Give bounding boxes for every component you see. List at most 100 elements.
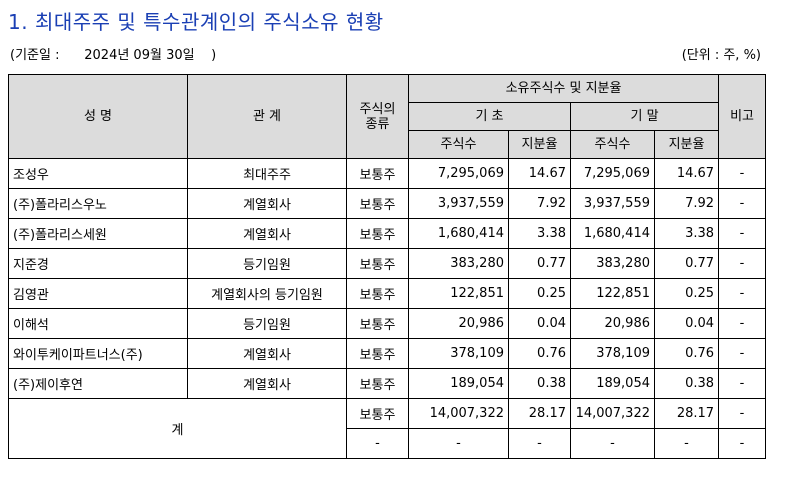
cell-note: - <box>718 218 767 249</box>
header-end-shares: 주식수 <box>570 130 655 159</box>
header-begin-ratio: 지분율 <box>508 130 571 159</box>
cell-begin-shares: 20,986 <box>408 308 509 339</box>
cell-end-ratio: 0.76 <box>653 338 720 369</box>
cell-type: 보통주 <box>346 368 409 399</box>
cell-name: (주)폴라리스우노 <box>8 188 188 219</box>
cell-begin-shares: 383,280 <box>408 248 509 279</box>
table-row: (주)폴라리스세원 계열회사 보통주 1,680,414 3.38 1,680,… <box>8 218 767 249</box>
cell-end-shares: 383,280 <box>570 248 655 279</box>
unit-label: (단위 : 주, %) <box>681 48 761 63</box>
cell-name: 지준경 <box>8 248 188 279</box>
cell-begin-shares: 378,109 <box>408 338 509 369</box>
cell-relation: 등기임원 <box>187 248 347 279</box>
cell-begin-ratio: 0.38 <box>508 368 571 399</box>
total-end-ratio: 28.17 <box>653 398 720 429</box>
cell-relation: 계열회사 <box>187 188 347 219</box>
cell-type: 보통주 <box>346 248 409 279</box>
cell-end-ratio: 0.77 <box>653 248 720 279</box>
cell-begin-ratio: 0.77 <box>508 248 571 279</box>
cell-type: 보통주 <box>346 338 409 369</box>
cell-type: 보통주 <box>346 188 409 219</box>
cell-name: (주)폴라리스세원 <box>8 218 188 249</box>
total-end-shares: - <box>570 428 655 459</box>
cell-relation: 계열회사 <box>187 338 347 369</box>
shareholding-table: 성 명 관 계 주식의 종류 소유주식수 및 지분율 비고 기 초 기 말 주식… <box>8 74 767 459</box>
cell-name: 이해석 <box>8 308 188 339</box>
cell-note: - <box>718 248 767 279</box>
total-begin-shares: - <box>408 428 509 459</box>
cell-relation: 최대주주 <box>187 158 347 189</box>
cell-relation: 등기임원 <box>187 308 347 339</box>
cell-note: - <box>718 368 767 399</box>
cell-end-shares: 1,680,414 <box>570 218 655 249</box>
cell-begin-ratio: 14.67 <box>508 158 571 189</box>
cell-relation: 계열회사 <box>187 218 347 249</box>
cell-name: (주)제이후연 <box>8 368 188 399</box>
cell-relation: 계열회사의 등기임원 <box>187 278 347 309</box>
basis-date: (기준일 : 2024년 09월 30일 ) <box>10 48 217 63</box>
cell-begin-shares: 189,054 <box>408 368 509 399</box>
cell-type: 보통주 <box>346 308 409 339</box>
cell-type: 보통주 <box>346 218 409 249</box>
total-row: - - - - - - <box>9 428 767 459</box>
table-row: 와이투케이파트너스(주) 계열회사 보통주 378,109 0.76 378,1… <box>8 338 767 369</box>
table-row: 이해석 등기임원 보통주 20,986 0.04 20,986 0.04 - <box>8 308 767 339</box>
cell-end-shares: 20,986 <box>570 308 655 339</box>
cell-note: - <box>718 308 767 339</box>
table-row: 조성우 최대주주 보통주 7,295,069 14.67 7,295,069 1… <box>8 158 767 189</box>
cell-note: - <box>718 188 767 219</box>
total-label: 계 <box>8 398 347 459</box>
total-begin-ratio: 28.17 <box>508 398 571 429</box>
cell-end-ratio: 0.25 <box>653 278 720 309</box>
header-ownership: 소유주식수 및 지분율 <box>407 74 720 103</box>
total-type: 보통주 <box>346 398 409 429</box>
table-row: (주)폴라리스우노 계열회사 보통주 3,937,559 7.92 3,937,… <box>8 188 767 219</box>
section-title: 1. 최대주주 및 특수관계인의 주식소유 현황 <box>8 10 384 34</box>
header-begin: 기 초 <box>408 102 571 131</box>
table-row: 김영관 계열회사의 등기임원 보통주 122,851 0.25 122,851 … <box>8 278 767 309</box>
cell-begin-ratio: 0.76 <box>508 338 571 369</box>
cell-name: 조성우 <box>8 158 188 189</box>
total-note: - <box>718 398 767 429</box>
cell-end-shares: 378,109 <box>570 338 655 369</box>
total-end-shares: 14,007,322 <box>570 398 655 429</box>
header-note: 비고 <box>718 74 767 159</box>
total-begin-ratio: - <box>508 428 571 459</box>
cell-end-ratio: 0.04 <box>653 308 720 339</box>
cell-end-ratio: 7.92 <box>653 188 720 219</box>
cell-name: 김영관 <box>8 278 188 309</box>
cell-end-ratio: 3.38 <box>653 218 720 249</box>
cell-note: - <box>718 338 767 369</box>
total-note: - <box>718 428 767 459</box>
cell-begin-ratio: 3.38 <box>508 218 571 249</box>
cell-end-shares: 3,937,559 <box>570 188 655 219</box>
header-name: 성 명 <box>8 74 188 159</box>
header-end: 기 말 <box>569 102 720 131</box>
header-end-ratio: 지분율 <box>653 130 720 159</box>
total-row: 계 보통주 14,007,322 28.17 14,007,322 28.17 … <box>8 398 767 459</box>
header-stock-type: 주식의 종류 <box>346 74 409 159</box>
cell-type: 보통주 <box>346 278 409 309</box>
table-row: (주)제이후연 계열회사 보통주 189,054 0.38 189,054 0.… <box>8 368 767 399</box>
header-begin-shares: 주식수 <box>408 130 509 159</box>
header-relation: 관 계 <box>187 74 347 159</box>
cell-begin-ratio: 0.25 <box>508 278 571 309</box>
total-end-ratio: - <box>653 428 720 459</box>
cell-relation: 계열회사 <box>187 368 347 399</box>
cell-end-shares: 122,851 <box>570 278 655 309</box>
table-row: 지준경 등기임원 보통주 383,280 0.77 383,280 0.77 - <box>8 248 767 279</box>
cell-begin-shares: 3,937,559 <box>408 188 509 219</box>
cell-begin-ratio: 0.04 <box>508 308 571 339</box>
cell-note: - <box>718 158 767 189</box>
cell-name: 와이투케이파트너스(주) <box>8 338 188 369</box>
cell-end-shares: 189,054 <box>570 368 655 399</box>
cell-end-shares: 7,295,069 <box>570 158 655 189</box>
total-begin-shares: 14,007,322 <box>408 398 509 429</box>
cell-begin-ratio: 7.92 <box>508 188 571 219</box>
cell-end-ratio: 0.38 <box>653 368 720 399</box>
total-type: - <box>346 428 409 459</box>
cell-begin-shares: 122,851 <box>408 278 509 309</box>
cell-note: - <box>718 278 767 309</box>
cell-type: 보통주 <box>346 158 409 189</box>
cell-end-ratio: 14.67 <box>653 158 720 189</box>
